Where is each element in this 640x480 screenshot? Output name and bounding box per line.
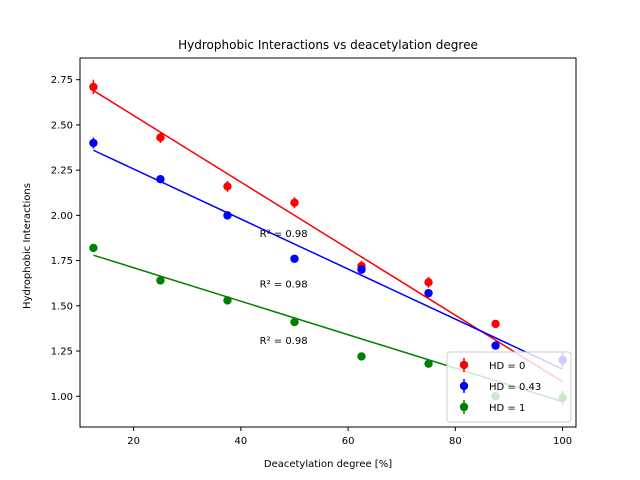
x-tick-label: 100 bbox=[553, 436, 572, 447]
data-point bbox=[424, 278, 433, 287]
r2-annotation: R² = 0.98 bbox=[260, 229, 308, 240]
y-tick-label: 2.25 bbox=[51, 166, 73, 177]
x-tick-label: 60 bbox=[342, 436, 355, 447]
y-tick-label: 1.75 bbox=[51, 256, 73, 267]
x-tick-label: 80 bbox=[449, 436, 462, 447]
data-point bbox=[290, 317, 299, 327]
data-point bbox=[156, 133, 165, 142]
data-point bbox=[156, 174, 165, 184]
x-tick-label: 20 bbox=[127, 436, 140, 447]
r2-annotation: R² = 0.98 bbox=[260, 280, 308, 291]
legend-box bbox=[446, 351, 572, 423]
y-tick-label: 2.50 bbox=[51, 120, 73, 131]
fit-line bbox=[93, 149, 563, 370]
data-point bbox=[357, 352, 366, 361]
data-point bbox=[223, 182, 232, 191]
y-tick-label: 1.25 bbox=[51, 347, 73, 358]
fit-line bbox=[93, 89, 563, 383]
data-point bbox=[491, 341, 500, 350]
plot-frame bbox=[79, 57, 577, 428]
y-tick-label: 2.75 bbox=[51, 75, 73, 86]
y-tick-label: 1.50 bbox=[51, 301, 73, 312]
data-point bbox=[223, 296, 232, 305]
legend-label: HD = 1 bbox=[489, 403, 525, 414]
data-point bbox=[89, 82, 98, 92]
x-axis-label: Deacetylation degree [%] bbox=[264, 459, 392, 470]
data-point bbox=[290, 254, 299, 263]
legend-label: HD = 0.43 bbox=[489, 382, 541, 393]
series-0 bbox=[89, 79, 567, 365]
data-point bbox=[223, 211, 232, 220]
data-point bbox=[290, 198, 299, 207]
y-axis-label: Hydrophobic Interactions bbox=[22, 183, 33, 309]
legend-marker bbox=[459, 381, 469, 391]
data-point bbox=[424, 288, 433, 298]
data-point bbox=[424, 359, 433, 368]
legend: HD = 0 HD = 0.43 HD = 1 bbox=[446, 351, 572, 423]
x-axis: 20 40 60 80 100 bbox=[127, 427, 572, 447]
y-axis: 1.00 1.25 1.50 1.75 2.00 2.25 2.50 2.75 bbox=[51, 75, 80, 403]
legend-marker bbox=[459, 360, 469, 370]
data-point bbox=[89, 138, 98, 148]
r2-annotation: R² = 0.98 bbox=[260, 336, 308, 347]
legend-label: HD = 0 bbox=[489, 361, 525, 372]
annotations: R² = 0.98 R² = 0.98 R² = 0.98 bbox=[260, 229, 308, 347]
plot-area bbox=[79, 57, 577, 428]
data-point bbox=[491, 319, 500, 329]
y-tick-label: 2.00 bbox=[51, 211, 73, 222]
data-point bbox=[357, 265, 366, 274]
legend-marker bbox=[459, 402, 469, 412]
series-1 bbox=[89, 137, 567, 368]
y-tick-label: 1.00 bbox=[51, 392, 73, 403]
x-tick-label: 40 bbox=[234, 436, 247, 447]
chart-title: Hydrophobic Interactions vs deacetylatio… bbox=[178, 38, 478, 52]
data-point bbox=[89, 243, 98, 253]
data-point bbox=[156, 276, 165, 285]
